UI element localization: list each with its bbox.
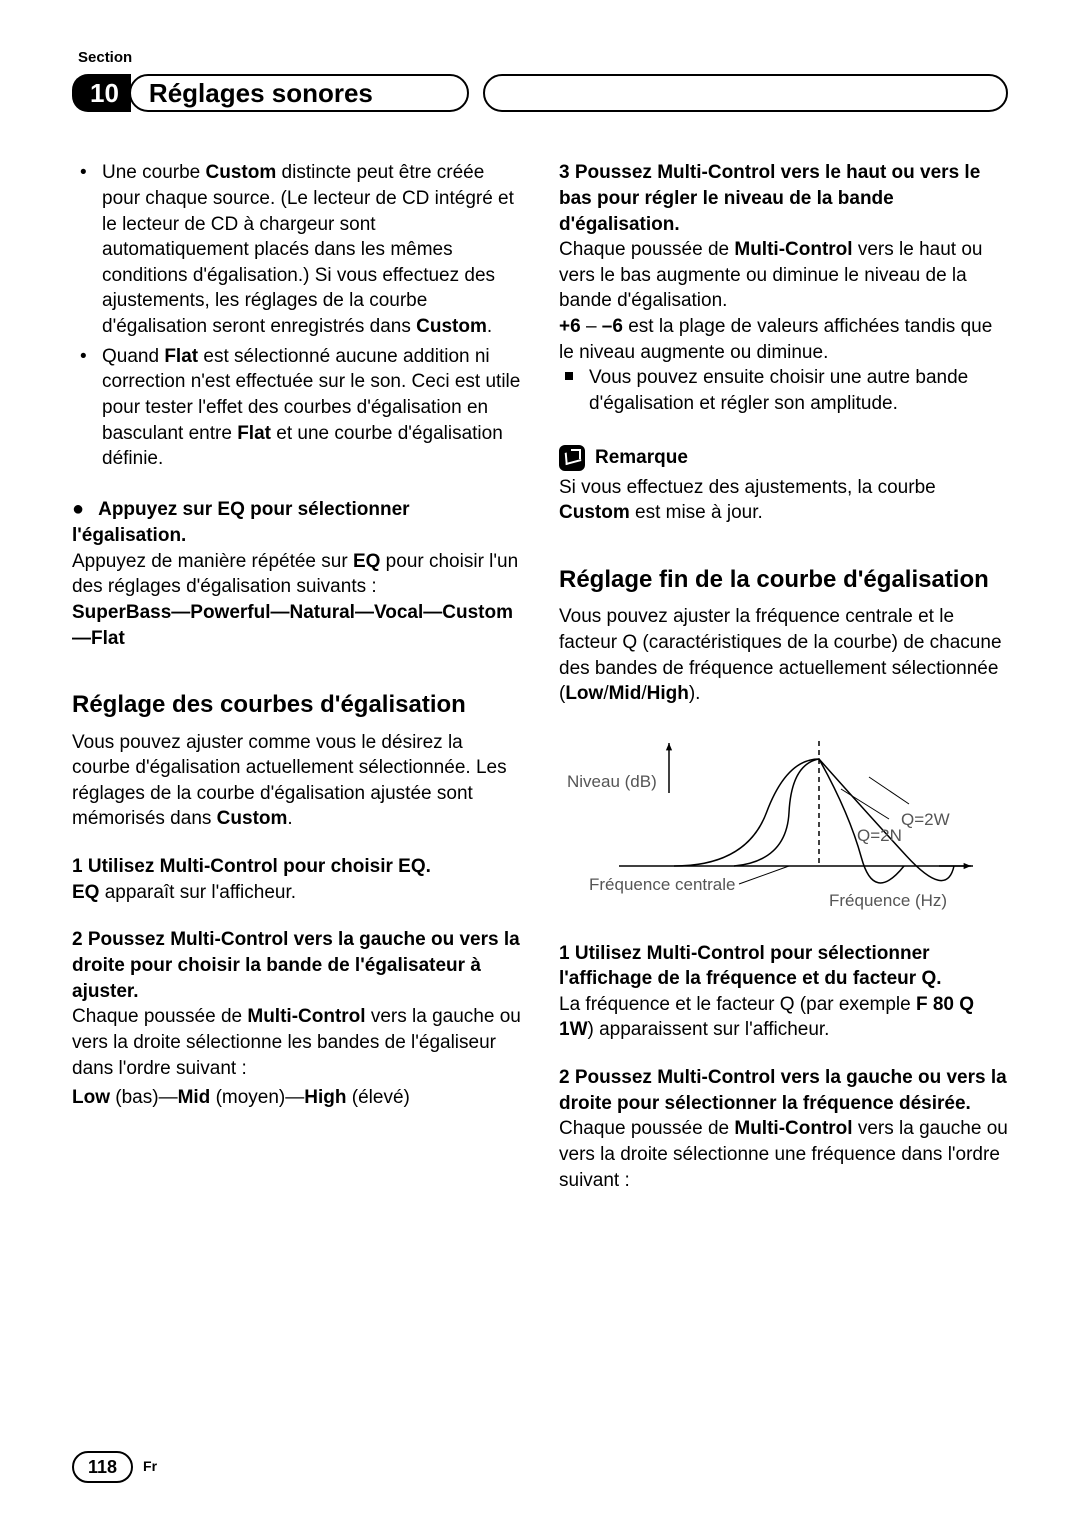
bullet-custom: Une courbe Custom distincte peut être cr… (102, 160, 521, 339)
q-curve-svg: Niveau (dB) Q=2NQ=2W Fréquence centrale Fré… (559, 721, 979, 911)
step-eq-select: Appuyez sur EQ pour sélectionner l'égali… (72, 496, 521, 651)
text-bold: EQ (72, 882, 99, 903)
text-bold: Multi-Control (247, 1006, 365, 1027)
step3-range: +6 – –6 est la plage de valeurs affichée… (559, 314, 1008, 365)
content-columns: Une courbe Custom distincte peut être cr… (72, 160, 1008, 1193)
text: – (581, 316, 602, 337)
remarque-row: Remarque (559, 445, 1008, 471)
text: (élevé) (346, 1087, 409, 1108)
svg-text:Niveau (dB): Niveau (dB) (567, 772, 657, 791)
text: ) apparaissent sur l'afficheur. (588, 1019, 830, 1040)
text: Chaque poussée de (72, 1006, 247, 1027)
h2a-body: Vous pouvez ajuster comme vous le désire… (72, 730, 521, 833)
step3-head: 3 Poussez Multi-Control vers le haut ou … (559, 160, 1008, 237)
chapter-number-badge: 10 (72, 74, 131, 112)
text-bold: High (647, 683, 689, 704)
text-bold: Custom (217, 808, 288, 829)
svg-text:Q=2W: Q=2W (901, 810, 950, 829)
svg-text:Fréquence centrale: Fréquence centrale (589, 875, 735, 894)
left-column: Une courbe Custom distincte peut être cr… (72, 160, 521, 1193)
text: distincte peut être créée pour chaque so… (102, 162, 514, 337)
svg-text:Q=2N: Q=2N (857, 826, 902, 845)
bullet-flat: Quand Flat est sélectionné aucune additi… (102, 344, 521, 472)
text-bold: Mid (178, 1087, 211, 1108)
text-bold: Low (72, 1087, 110, 1108)
text: . (287, 808, 292, 829)
text-bold: Mid (609, 683, 642, 704)
text: . (487, 316, 492, 337)
remarque-label: Remarque (595, 445, 688, 471)
right-column: 3 Poussez Multi-Control vers le haut ou … (559, 160, 1008, 1193)
step3-note: Vous pouvez ensuite choisir une autre ba… (589, 365, 1008, 416)
chapter-empty-pill (483, 74, 1008, 112)
intro-bullets: Une courbe Custom distincte peut être cr… (72, 160, 521, 472)
text: Quand (102, 346, 164, 367)
text: Appuyez de manière répétée sur (72, 551, 353, 572)
page-language: Fr (143, 1457, 157, 1476)
text-bold: Custom (559, 502, 630, 523)
rstep1-body: La fréquence et le facteur Q (par exempl… (559, 992, 1008, 1043)
text-bold: Custom (416, 316, 487, 337)
text-bold: +6 (559, 316, 581, 337)
text-bold: High (304, 1087, 346, 1108)
step2-body: Chaque poussée de Multi-Control vers la … (72, 1004, 521, 1081)
eq-list: SuperBass—Powerful—Natural—Vocal—Custom—… (72, 600, 521, 651)
text: Chaque poussée de (559, 1118, 734, 1139)
page-footer: 118 Fr (72, 1451, 157, 1483)
text: (bas)— (110, 1087, 178, 1108)
text: Une courbe (102, 162, 206, 183)
text-bold: Custom (206, 162, 277, 183)
step3-note-list: Vous pouvez ensuite choisir une autre ba… (559, 365, 1008, 416)
rstep1-head: 1 Utilisez Multi-Control pour sélectionn… (559, 941, 1008, 992)
step2-order: Low (bas)—Mid (moyen)—High (élevé) (72, 1085, 521, 1111)
text-bold: Low (565, 683, 603, 704)
text: apparaît sur l'afficheur. (99, 882, 296, 903)
step1-head: 1 Utilisez Multi-Control pour choisir EQ… (72, 854, 521, 880)
text: La fréquence et le facteur Q (par exempl… (559, 994, 916, 1015)
q-factor-diagram: Niveau (dB) Q=2NQ=2W Fréquence centrale Fré… (559, 721, 1008, 919)
section-label: Section (78, 48, 1008, 68)
h2b-body: Vous pouvez ajuster la fréquence central… (559, 604, 1008, 707)
text: (moyen)— (210, 1087, 304, 1108)
text: est la plage de valeurs affichées tandis… (559, 316, 992, 363)
text: ). (689, 683, 701, 704)
chapter-title: Réglages sonores (129, 74, 469, 112)
text-bold: EQ (353, 551, 380, 572)
text-bold: Multi-Control (734, 239, 852, 260)
text-bold: Flat (164, 346, 198, 367)
note-icon (559, 445, 585, 471)
text: Si vous effectuez des ajustements, la co… (559, 477, 936, 498)
step3-body: Chaque poussée de Multi-Control vers le … (559, 237, 1008, 314)
svg-text:Fréquence (Hz): Fréquence (Hz) (829, 891, 947, 910)
page-number: 118 (72, 1451, 133, 1483)
heading-reglage-courbes: Réglage des courbes d'égalisation (72, 689, 521, 721)
text: Chaque poussée de (559, 239, 734, 260)
chapter-header: 10 Réglages sonores (72, 74, 1008, 112)
text-bold: –6 (602, 316, 623, 337)
text-bold: Multi-Control (734, 1118, 852, 1139)
remarque-body: Si vous effectuez des ajustements, la co… (559, 475, 1008, 526)
text: est mise à jour. (630, 502, 763, 523)
heading-reglage-fin: Réglage fin de la courbe d'égalisation (559, 564, 1008, 596)
text-bold: Flat (237, 423, 271, 444)
step1-body: EQ apparaît sur l'afficheur. (72, 880, 521, 906)
step-body: Appuyez de manière répétée sur EQ pour c… (72, 549, 521, 600)
step-heading: Appuyez sur EQ pour sélectionner l'égali… (72, 496, 521, 549)
rstep2-body: Chaque poussée de Multi-Control vers la … (559, 1116, 1008, 1193)
step2-head: 2 Poussez Multi-Control vers la gauche o… (72, 927, 521, 1004)
rstep2-head: 2 Poussez Multi-Control vers la gauche o… (559, 1065, 1008, 1116)
